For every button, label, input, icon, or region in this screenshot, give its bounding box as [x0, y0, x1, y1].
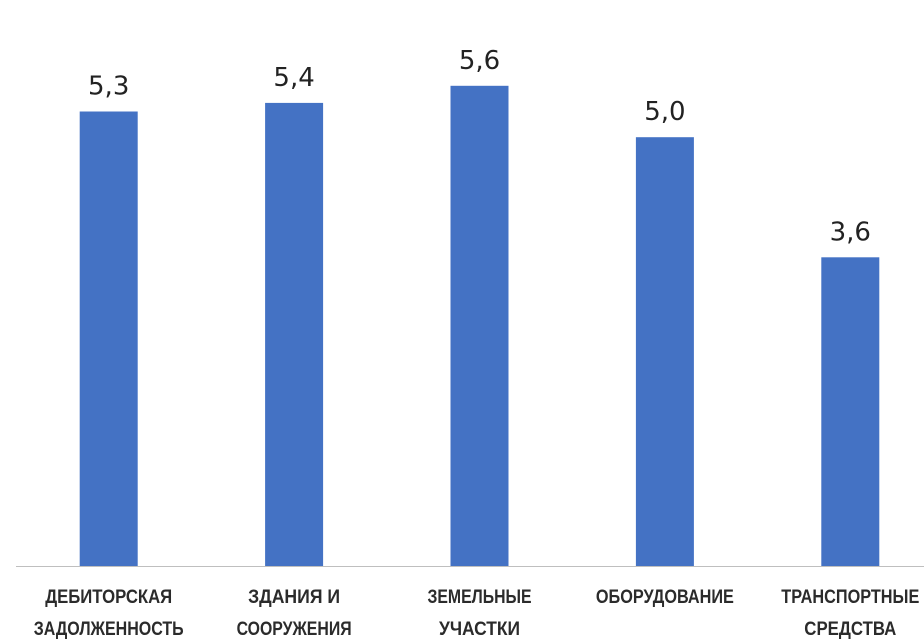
bar-3 — [450, 85, 509, 567]
value-label-4: 5,0 — [644, 97, 685, 127]
bars-layer — [79, 85, 880, 567]
category-label-line: ДЕБИТОРСКАЯ — [45, 587, 172, 608]
category-label-line: СООРУЖЕНИЯ — [237, 619, 352, 640]
bar-1 — [79, 111, 138, 566]
bar-4 — [635, 137, 694, 566]
category-label-line: ТРАНСПОРТНЫЕ — [781, 587, 919, 608]
category-label-line: СРЕДСТВА — [804, 619, 896, 640]
category-label-line: ОБОРУДОВАНИЕ — [596, 587, 734, 608]
value-label-3: 5,6 — [459, 46, 500, 76]
value-label-2: 5,4 — [273, 63, 314, 93]
category-label-line: ЗДАНИЯ И — [248, 587, 340, 608]
category-label-3: ЗЕМЕЛЬНЫЕ УЧАСТКИ — [428, 587, 532, 640]
value-label-1: 5,3 — [88, 72, 129, 102]
value-label-5: 3,6 — [830, 217, 871, 247]
category-label-line: УЧАСТКИ — [439, 619, 520, 640]
bar-2 — [265, 102, 324, 567]
value-labels-layer: 5,3 5,4 5,6 5,0 3,6 — [88, 46, 871, 248]
category-label-2: ЗДАНИЯ И СООРУЖЕНИЯ — [237, 587, 352, 640]
category-label-line: ЗАДОЛЖЕННОСТЬ — [34, 619, 184, 640]
category-labels-layer: ДЕБИТОРСКАЯ ЗАДОЛЖЕННОСТЬ ЗДАНИЯ И СООРУЖЕН… — [34, 587, 920, 640]
bar-5 — [821, 257, 880, 566]
category-label-5: ТРАНСПОРТНЫЕ СРЕДСТВА — [781, 587, 919, 640]
category-label-line: ЗЕМЕЛЬНЫЕ — [428, 587, 532, 608]
category-label-4: ОБОРУДОВАНИЕ — [596, 587, 734, 608]
category-label-1: ДЕБИТОРСКАЯ ЗАДОЛЖЕННОСТЬ — [34, 587, 184, 640]
